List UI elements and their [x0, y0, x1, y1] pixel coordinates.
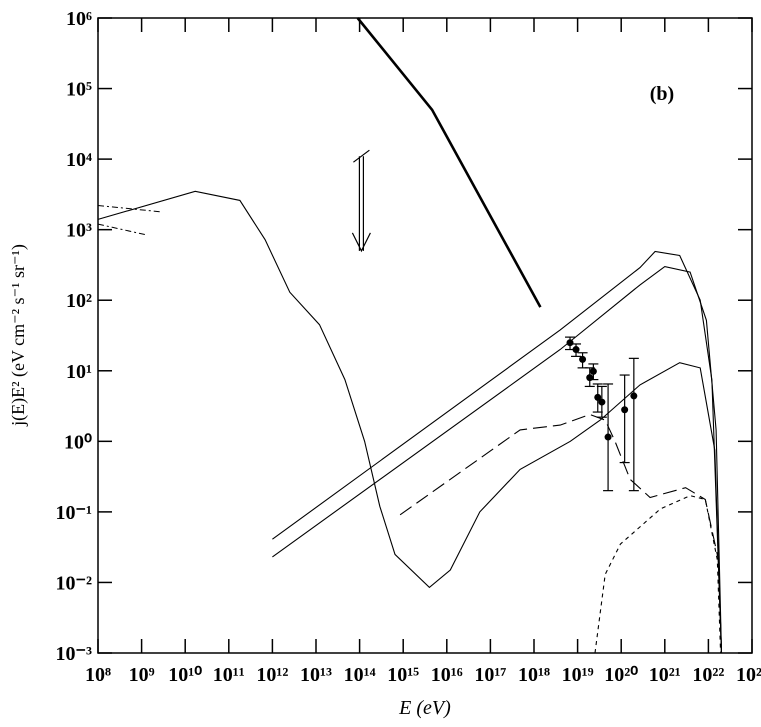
- y-tick-label: 10⁻³: [55, 643, 92, 665]
- y-axis-label: j(E)E² (eV cm⁻² s⁻¹ sr⁻¹): [8, 244, 29, 427]
- series-line: [97, 223, 146, 236]
- y-tick-label: 10⁵: [66, 79, 92, 101]
- series-line: [97, 190, 723, 654]
- x-axis-label: E (eV): [398, 697, 451, 719]
- y-tick-label: 10⁴: [66, 149, 92, 171]
- series-line: [356, 17, 542, 308]
- y-tick-label: 10⁻¹: [55, 502, 92, 524]
- plot-frame: [97, 17, 753, 654]
- x-tick-label: 10¹⁴: [344, 664, 376, 686]
- annotation: (b): [650, 83, 674, 105]
- data-point: [572, 346, 580, 354]
- x-tick-label: 10²¹: [649, 664, 681, 686]
- series-line: [272, 250, 723, 654]
- y-tick-label: 10²: [66, 290, 92, 312]
- y-tick-label: 10⁶: [66, 8, 92, 30]
- x-tick-label: 10¹⁹: [562, 664, 594, 686]
- data-point: [604, 433, 612, 441]
- y-tick-label: 10³: [66, 220, 92, 242]
- x-tick-label: 10²⁰: [604, 664, 638, 686]
- data-point: [566, 339, 574, 347]
- x-tick-label: 10⁸: [85, 664, 111, 686]
- data-point: [630, 392, 638, 400]
- series-line: [272, 266, 723, 654]
- x-tick-label: 10¹⁰: [168, 664, 202, 686]
- y-tick-label: 10¹: [66, 361, 92, 383]
- x-tick-label: 10¹⁵: [387, 664, 419, 686]
- data-point: [594, 393, 602, 401]
- x-tick-label: 10¹²: [256, 664, 288, 686]
- x-tick-label: 10⁹: [129, 664, 155, 686]
- data-point: [579, 355, 587, 363]
- series-line: [399, 413, 723, 654]
- series-line: [97, 205, 160, 213]
- x-tick-label: 10²²: [692, 664, 724, 686]
- y-tick-label: 10⁻²: [55, 572, 92, 594]
- x-tick-label: 10²³: [736, 664, 761, 686]
- y-tick-label: 10⁰: [64, 431, 92, 453]
- x-tick-label: 10¹³: [300, 664, 332, 686]
- limit-arrow: [351, 149, 371, 253]
- data-point: [598, 398, 606, 406]
- x-tick-label: 10¹⁶: [431, 664, 463, 686]
- data-point: [589, 367, 597, 375]
- x-tick-label: 10¹¹: [213, 664, 245, 686]
- data-point: [621, 406, 629, 414]
- x-tick-label: 10¹⁷: [474, 664, 506, 686]
- series-line: [594, 495, 722, 654]
- x-tick-label: 10¹⁸: [518, 664, 550, 686]
